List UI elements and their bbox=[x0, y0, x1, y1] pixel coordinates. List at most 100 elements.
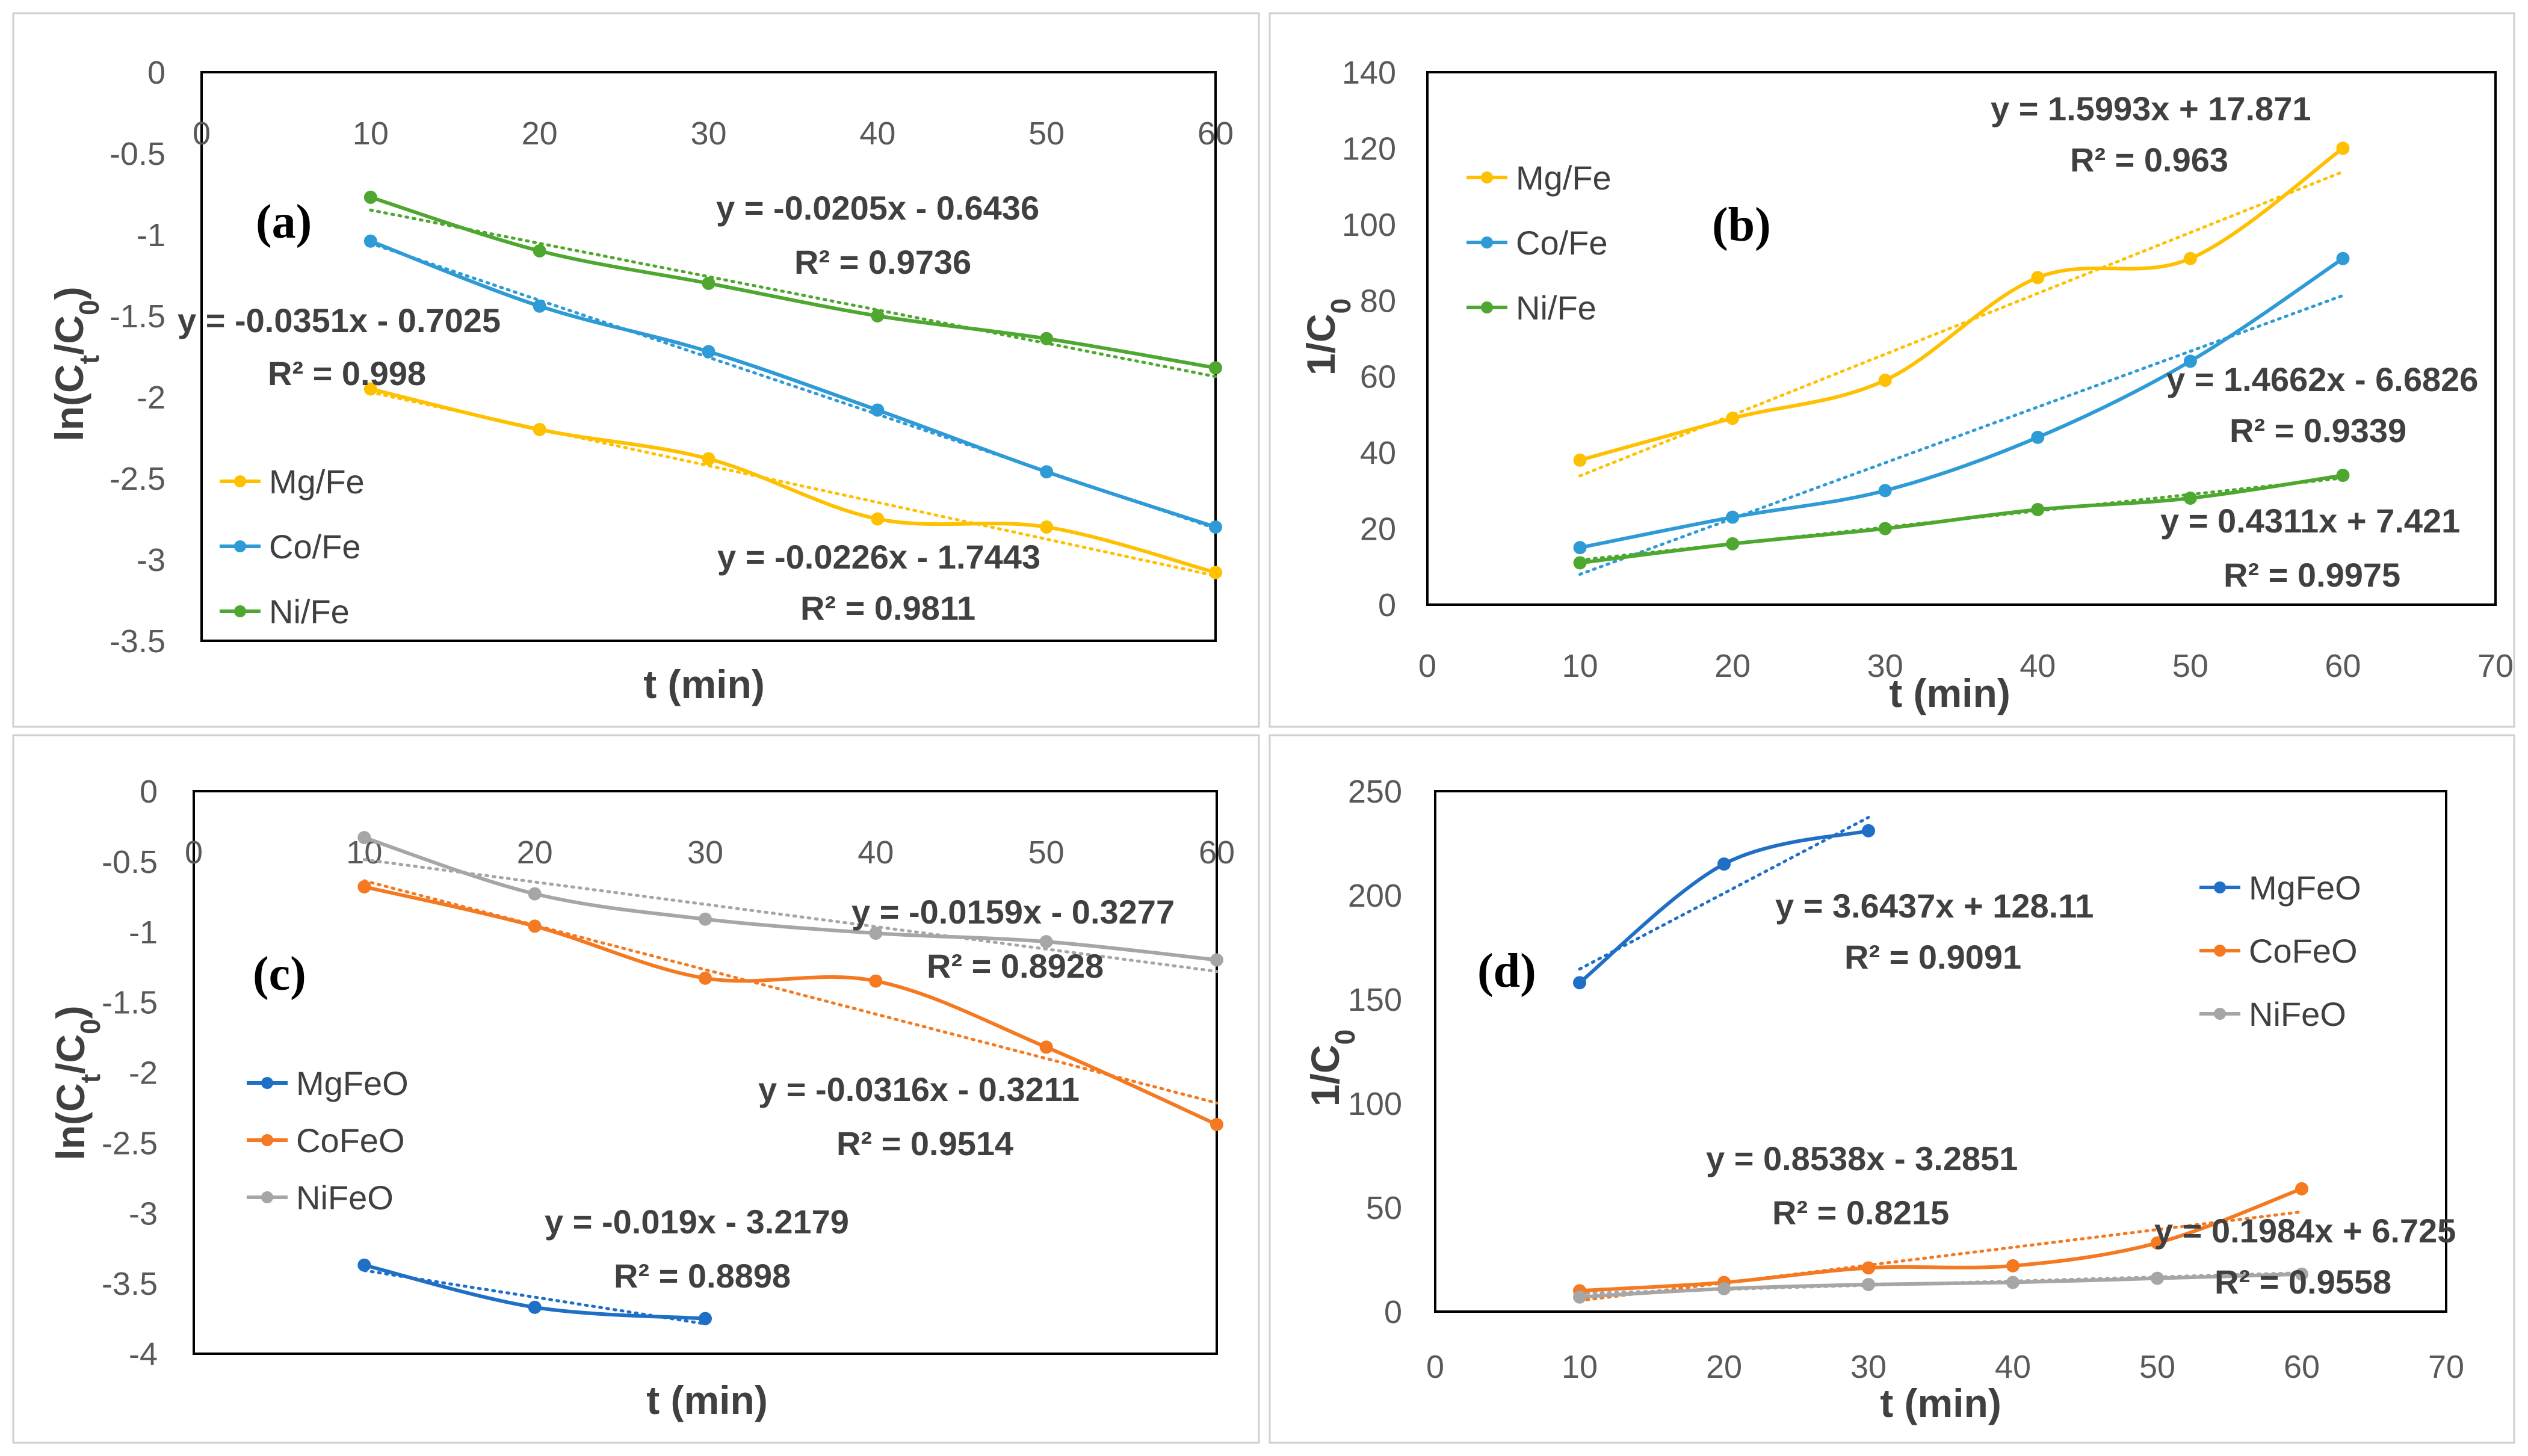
panel-c-legend-label-mgfeo: MgFeO bbox=[296, 1064, 409, 1102]
panel-c-data-point-nifeo bbox=[528, 887, 542, 901]
panel-b-legend-swatch-marker bbox=[1481, 171, 1493, 184]
panel-c-y-tick: -2 bbox=[129, 1055, 158, 1091]
panel-a-data-point-co-fe bbox=[533, 299, 546, 313]
panel-b-data-point-ni-fe bbox=[2031, 502, 2045, 516]
panel-c-y-tick: -2.5 bbox=[102, 1125, 158, 1161]
panel-d-fit-r2-ni: R² = 0.9558 bbox=[2214, 1263, 2391, 1301]
panel-a-legend-label-ni-fe: Ni/Fe bbox=[269, 593, 350, 631]
panel-b-data-point-ni-fe bbox=[1726, 537, 1740, 551]
panel-b-x-tick: 10 bbox=[1562, 648, 1598, 684]
panel-a-ticks: 0 10 20 30 40 50 60 0 -0.5 -1 -1.5 -2 -2.5 -3 -3.5 bbox=[110, 55, 1234, 659]
panel-b: 0 10 20 30 40 50 60 70 0 20 40 60 80 100 120 140 Mg/Fe C… bbox=[1269, 12, 2515, 728]
panel-c-legend-label-cofeo: CoFeO bbox=[296, 1121, 405, 1159]
panel-d-data-point-cofeo bbox=[2006, 1259, 2020, 1272]
panel-b-data-point-co-fe bbox=[2336, 251, 2350, 265]
panel-c-series-line-nifeo bbox=[363, 836, 1217, 962]
panel-c-fit-equation-ni: y = -0.0159x - 0.3277 bbox=[851, 893, 1175, 931]
panel-c-data-point-mgfeo bbox=[528, 1300, 542, 1314]
panel-b-data-point-ni-fe bbox=[1573, 556, 1587, 570]
panel-c-data-point-nifeo bbox=[869, 927, 883, 940]
panel-c-x-axis-title: t (min) bbox=[646, 1378, 768, 1422]
panel-b-data-point-co-fe bbox=[1878, 484, 1892, 498]
panel-b-y-tick: 60 bbox=[1360, 359, 1396, 395]
panel-d-plot-area bbox=[1434, 790, 2447, 1313]
panel-b-x-tick: 20 bbox=[1714, 648, 1751, 684]
panel-d-x-axis-title: t (min) bbox=[1880, 1381, 2001, 1425]
panel-c-fit-equation-mg: y = -0.019x - 3.2179 bbox=[545, 1203, 849, 1241]
panel-b-fit-equation-co: y = 1.4662x - 6.6826 bbox=[2166, 360, 2478, 398]
panel-d-data-point-mgfeo bbox=[1573, 976, 1586, 990]
panel-b-data-point-mg-fe bbox=[1573, 453, 1587, 467]
panel-b-series-line-ni-fe bbox=[1580, 474, 2343, 565]
panel-d-ticks: 0 10 20 30 40 50 60 70 0 50 100 150 200 250 bbox=[1348, 774, 2464, 1385]
panel-c-data-point-cofeo bbox=[1210, 1117, 1223, 1131]
panel-a-data-point-ni-fe bbox=[533, 244, 546, 258]
panel-c-legend-swatch-marker bbox=[261, 1134, 273, 1146]
panel-c-data-point-mgfeo bbox=[357, 1258, 371, 1272]
panel-d-fit-r2-co: R² = 0.8215 bbox=[1772, 1194, 1949, 1232]
panel-a-data-point-mg-fe bbox=[533, 423, 546, 436]
panel-b-series bbox=[1573, 141, 2350, 570]
panel-d-data-point-nifeo bbox=[2006, 1276, 2020, 1289]
panel-b-y-tick: 80 bbox=[1360, 283, 1396, 319]
panel-d-data-point-nifeo bbox=[2151, 1271, 2164, 1285]
panel-d-y-tick: 50 bbox=[1366, 1190, 1402, 1226]
panel-d-label: (d) bbox=[1477, 945, 1536, 998]
panel-a-data-point-mg-fe bbox=[1209, 566, 1222, 579]
panel-b-legend-label-co-fe: Co/Fe bbox=[1516, 224, 1608, 262]
panel-d-y-tick: 250 bbox=[1348, 774, 1402, 810]
panel-a-x-tick: 50 bbox=[1028, 116, 1065, 152]
panel-a-data-point-co-fe bbox=[363, 234, 377, 248]
panel-c-x-tick: 40 bbox=[858, 834, 894, 871]
panel-c-fit-r2-co: R² = 0.9514 bbox=[836, 1124, 1013, 1162]
panel-b-x-tick: 70 bbox=[2477, 648, 2514, 684]
panel-a-data-point-mg-fe bbox=[702, 452, 715, 466]
panel-a-fit-r2-co: R² = 0.998 bbox=[268, 354, 426, 392]
panel-b-data-point-mg-fe bbox=[2183, 251, 2197, 265]
panel-a-data-point-co-fe bbox=[1209, 520, 1222, 534]
panel-c-label: (c) bbox=[253, 948, 306, 1001]
panel-b-y-tick: 120 bbox=[1342, 131, 1396, 167]
panel-a-series-line-mg-fe bbox=[370, 387, 1216, 575]
panel-a-data-point-co-fe bbox=[1040, 465, 1054, 479]
panel-a-frame bbox=[12, 12, 1260, 728]
panel-b-y-tick: 0 bbox=[1378, 587, 1396, 623]
panel-c-series-line-cofeo bbox=[363, 885, 1218, 1126]
panel-d-data-point-nifeo bbox=[2295, 1267, 2308, 1281]
panel-b-x-tick: 50 bbox=[2172, 648, 2208, 684]
panel-d-series-line-cofeo bbox=[1579, 1187, 2303, 1293]
panel-a-label: (a) bbox=[256, 196, 312, 248]
panel-a-legend: Mg/Fe Co/Fe Ni/Fe bbox=[220, 463, 365, 631]
panel-d-legend: MgFeO CoFeO NiFeO bbox=[2199, 869, 2361, 1033]
panel-a-legend-label-co-fe: Co/Fe bbox=[269, 528, 361, 566]
panel-c-data-point-nifeo bbox=[357, 831, 371, 845]
panel-a-legend-label-mg-fe: Mg/Fe bbox=[269, 463, 365, 501]
panel-a-data-point-mg-fe bbox=[871, 512, 885, 526]
panel-a-trendline-ni-fe bbox=[369, 208, 1217, 378]
panel-d-x-tick: 40 bbox=[1995, 1349, 2031, 1385]
panel-b-data-point-co-fe bbox=[2183, 354, 2197, 368]
panel-d-legend-label-cofeo: CoFeO bbox=[2249, 932, 2358, 970]
panel-b-y-tick: 40 bbox=[1360, 435, 1396, 471]
panel-b-x-axis-title: t (min) bbox=[1889, 671, 2010, 715]
panel-b-data-point-co-fe bbox=[2031, 430, 2045, 444]
panel-a-fit-equation-co: y = -0.0351x - 0.7025 bbox=[178, 301, 501, 339]
panel-a-plot-area bbox=[200, 71, 1217, 642]
panel-d-x-tick: 70 bbox=[2428, 1349, 2464, 1385]
panel-c-ticks: 0 10 20 30 40 50 600-0.5-1-1.5-2-2.5-3-3.5-4 bbox=[102, 774, 1235, 1372]
panel-a: 0 10 20 30 40 50 60 0 -0.5 -1 -1.5 -2 -2.5 -3 -3.5 Mg/… bbox=[12, 12, 1260, 728]
panel-c: 0 10 20 30 40 50 600-0.5-1-1.5-2-2.5-3-3.5-4 M… bbox=[12, 734, 1260, 1444]
panel-a-series bbox=[363, 190, 1222, 579]
panel-a-y-tick: 0 bbox=[147, 55, 165, 91]
panel-d-legend-swatch-marker bbox=[2214, 881, 2226, 893]
panel-a-fit-r2-ni: R² = 0.9736 bbox=[794, 243, 971, 281]
panel-b-series-line-co-fe bbox=[1579, 257, 2344, 550]
panel-a-legend-swatch-marker bbox=[234, 605, 246, 617]
panel-d-y-tick: 0 bbox=[1384, 1294, 1402, 1330]
panel-d: 0 10 20 30 40 50 60 70 0 50 100 150 200 250 MgFeO CoFe… bbox=[1269, 734, 2515, 1444]
panel-b-fit-r2-ni: R² = 0.9975 bbox=[2224, 556, 2400, 594]
panel-d-data-point-nifeo bbox=[1573, 1290, 1586, 1304]
panel-b-series-line-mg-fe bbox=[1579, 146, 2344, 462]
panel-c-data-point-nifeo bbox=[1039, 935, 1053, 949]
panel-b-legend: Mg/Fe Co/Fe Ni/Fe bbox=[1466, 159, 1612, 327]
